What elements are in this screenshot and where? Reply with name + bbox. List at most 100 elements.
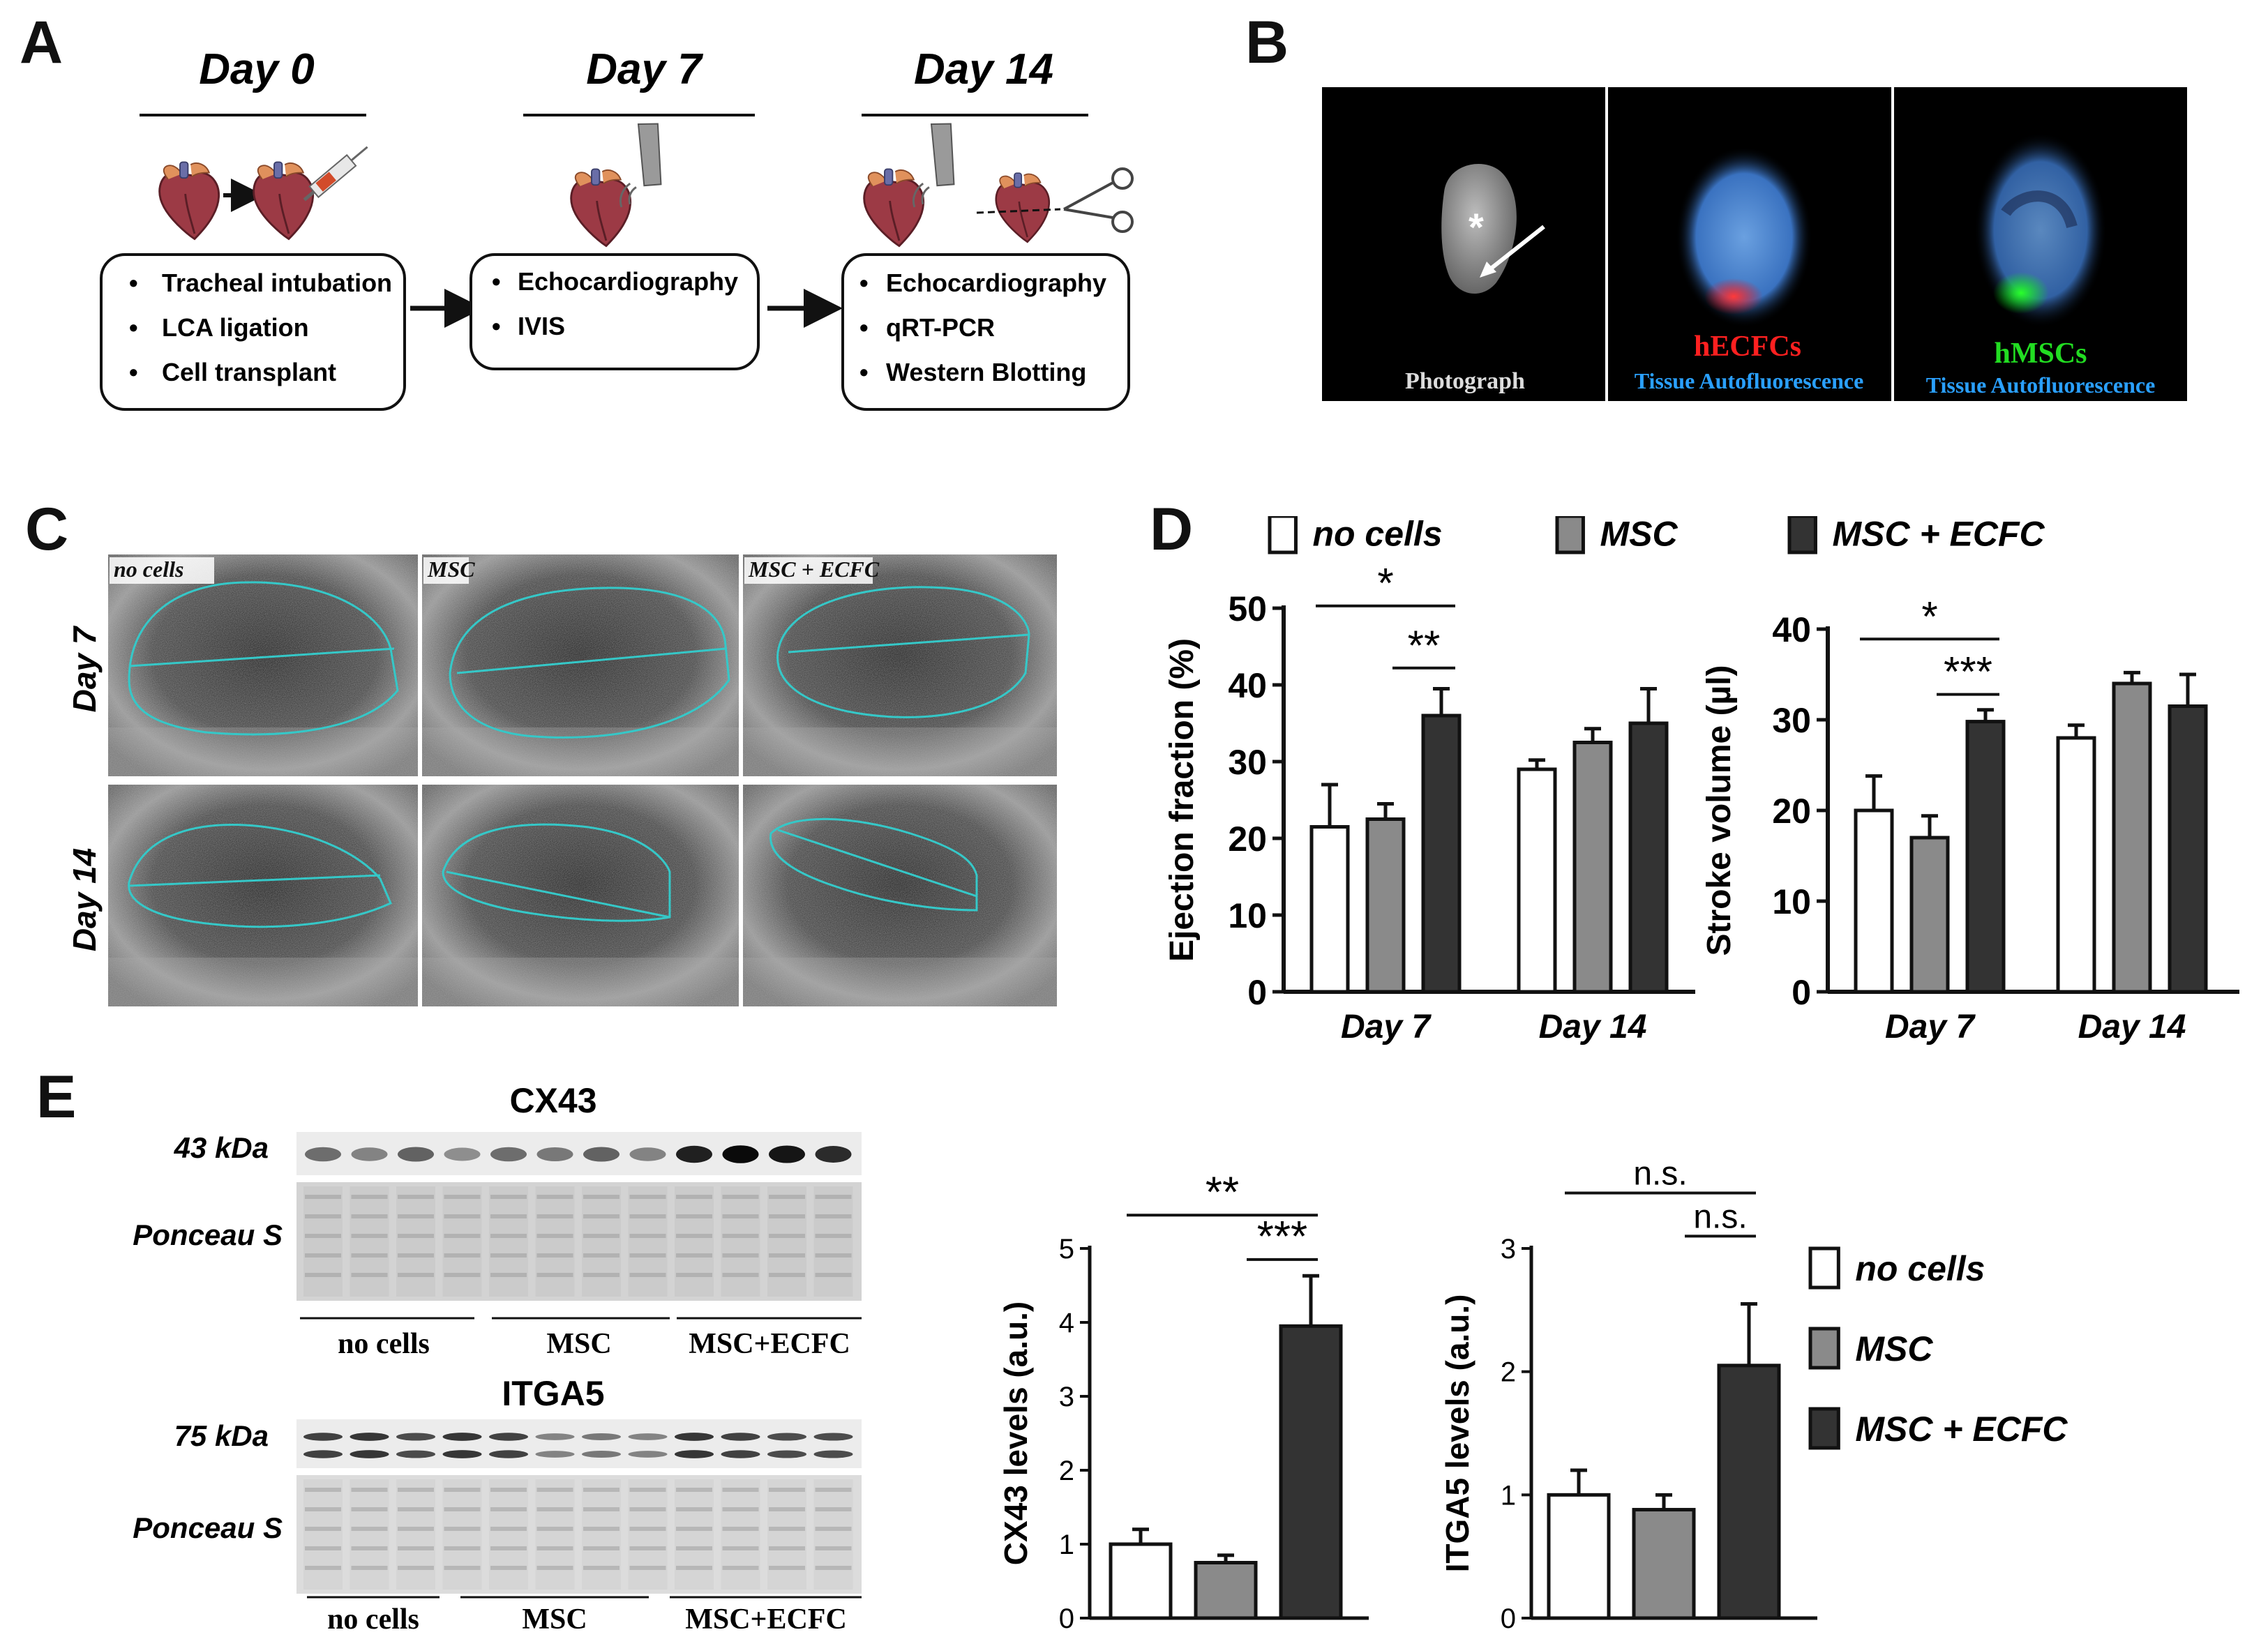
- svg-text:MSC + ECFC: MSC + ECFC: [1832, 516, 2045, 554]
- hecfc-fluorescence-image: hECFCs Tissue Autofluorescence: [1635, 146, 1863, 393]
- blot-band: [721, 1433, 760, 1441]
- cx43-ponceau-label: Ponceau S: [133, 1218, 283, 1251]
- blot-band: [583, 1147, 619, 1162]
- echo-image-r1-c3: MSC + ECFC: [743, 554, 1057, 776]
- stage-title-day7: Day 7: [586, 45, 703, 93]
- echo-image-r1-c2: MSC: [422, 554, 740, 776]
- ponceau-lane: [675, 1186, 714, 1297]
- blot-band: [490, 1147, 527, 1162]
- blot-band: [396, 1433, 435, 1441]
- panel-letter-b: B: [1245, 9, 1289, 76]
- stage1-item-1: Echocardiography: [518, 267, 738, 296]
- ponceau-lane: [535, 1186, 575, 1297]
- ponceau-lane: [442, 1186, 482, 1297]
- legend-item-no-cells: no cells: [1268, 516, 1443, 554]
- y-tick-label: 40: [1772, 610, 1811, 649]
- blot-band: [582, 1451, 621, 1458]
- legend-item-msc-ecfc: MSC + ECFC: [1787, 516, 2045, 554]
- legend-e-item-msc: MSC: [1808, 1327, 1933, 1370]
- y-tick-label: 10: [1228, 896, 1267, 935]
- blot-band: [398, 1147, 434, 1162]
- x-category-label: Day 14: [2078, 1009, 2186, 1045]
- bar-msc: [1194, 1561, 1258, 1620]
- ponceau-lane: [582, 1186, 621, 1297]
- ponceau-lane: [442, 1479, 482, 1590]
- y-axis-label: Stroke volume (µl): [1701, 665, 1738, 956]
- blot-band: [351, 1147, 388, 1161]
- bar-no-cells-day-7: [1309, 825, 1350, 994]
- svg-text:•: •: [129, 358, 138, 386]
- legend-e: no cells MSC MSC + ECFC: [1808, 1246, 2068, 1450]
- blot-band: [396, 1450, 435, 1458]
- blot-band: [442, 1433, 482, 1441]
- y-tick-label: 3: [1501, 1234, 1516, 1264]
- panel-letter-a: A: [20, 9, 63, 76]
- y-tick-label: 40: [1228, 666, 1267, 705]
- cx43-group-no-cells: no cells: [338, 1328, 430, 1360]
- significance-label: **: [1206, 1168, 1239, 1216]
- stage-title-day0: Day 0: [199, 45, 314, 93]
- bar-msc-ecfc-day-14: [1628, 721, 1669, 994]
- significance-label: n.s.: [1633, 1158, 1687, 1193]
- cx43-group-msc-ecfc: MSC+ECFC: [689, 1328, 850, 1360]
- blot-band: [535, 1433, 575, 1440]
- ponceau-lane: [535, 1479, 575, 1590]
- bar-msc-ecfc-day-7: [1421, 713, 1462, 994]
- itga5-group-msc-ecfc: MSC+ECFC: [685, 1603, 847, 1636]
- syringe-icon: [303, 146, 368, 202]
- ponceau-lane: [396, 1479, 435, 1590]
- panel-c-echo-grid: no cells MSC MSC + ECFC Day 7 Day 14: [66, 554, 1057, 1015]
- blot-band: [815, 1146, 852, 1163]
- panel-letter-c: C: [25, 496, 69, 563]
- blot-band: [628, 1433, 668, 1440]
- ponceau-lane: [303, 1186, 343, 1297]
- photograph-image: * Photograph: [1405, 164, 1545, 394]
- bar-no-cells: [1109, 1542, 1173, 1620]
- blot-title-cx43: CX43: [509, 1081, 596, 1120]
- blot-band: [767, 1450, 806, 1458]
- svg-text:*: *: [1469, 205, 1484, 249]
- blot-band: [305, 1147, 341, 1162]
- ponceau-lane: [582, 1479, 621, 1590]
- bar-msc-day-14: [2112, 681, 2152, 994]
- echo-column-label-2: MSC: [427, 557, 475, 582]
- x-category-label: Day 14: [1539, 1009, 1647, 1045]
- hmsc-fluorescence-image: hMSCs Tissue Autofluorescence: [1926, 133, 2155, 398]
- y-axis-label: ITGA5 levels (a.u.): [1439, 1294, 1475, 1573]
- svg-text:•: •: [129, 269, 138, 297]
- blot-band: [721, 1450, 760, 1458]
- panel-b-imaging: * Photograph hECFCs Tissue Autofluoresce…: [1322, 87, 2187, 401]
- ponceau-lane: [350, 1479, 389, 1590]
- panel-a-timeline: Day 0 • Tracheal intubation • LCA ligation…: [100, 45, 1134, 411]
- bar-msc-day-7: [1909, 836, 1950, 994]
- panel-letter-e: E: [36, 1064, 77, 1131]
- ponceau-lane: [721, 1186, 760, 1297]
- blot-band: [722, 1145, 759, 1163]
- blot-band: [489, 1450, 528, 1458]
- stage2-item-2: qRT-PCR: [886, 313, 995, 342]
- legend-e-item-msc-ecfc: MSC + ECFC: [1808, 1407, 2068, 1450]
- itga5-ponceau-label: Ponceau S: [133, 1511, 283, 1544]
- stage2-item-1: Echocardiography: [886, 269, 1106, 297]
- y-tick-label: 0: [1247, 973, 1267, 1012]
- bar-no-cells: [1547, 1493, 1611, 1620]
- significance-label: ***: [1944, 649, 1992, 695]
- ponceau-lane: [675, 1479, 714, 1590]
- ponceau-lane: [303, 1479, 343, 1590]
- stage-title-day14: Day 14: [914, 45, 1053, 93]
- itga5-band-label: 75 kDa: [174, 1419, 269, 1452]
- ponceau-lane: [628, 1479, 668, 1590]
- ponceau-lane: [767, 1186, 806, 1297]
- cx43-group-msc: MSC: [546, 1328, 611, 1360]
- bar-msc-day-14: [1572, 741, 1613, 994]
- caption-hecfcs: hECFCs: [1694, 331, 1801, 363]
- y-tick-label: 20: [1772, 792, 1811, 831]
- y-tick-label: 5: [1059, 1234, 1074, 1264]
- blot-band: [535, 1451, 575, 1458]
- significance-label: *: [1377, 560, 1393, 607]
- blot-band: [675, 1433, 714, 1441]
- echo-column-label-3: MSC + ECFC: [748, 557, 880, 582]
- ponceau-lane: [628, 1186, 668, 1297]
- blot-band: [444, 1147, 481, 1161]
